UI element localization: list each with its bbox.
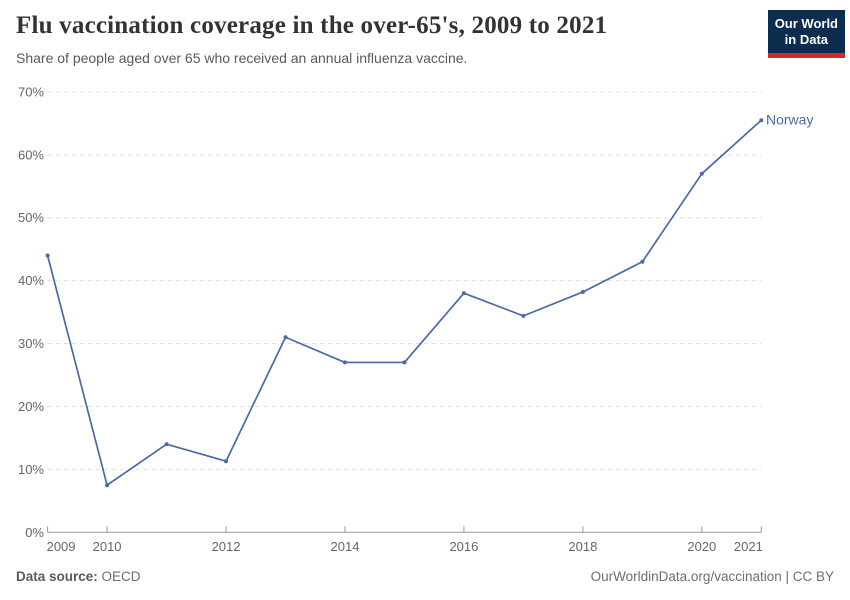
owid-logo[interactable]: Our World in Data bbox=[767, 10, 845, 58]
data-source-value: OECD bbox=[101, 569, 141, 584]
y-axis-tick-label: 40% bbox=[18, 273, 44, 288]
x-axis-tick-label: 2018 bbox=[568, 539, 597, 554]
data-point[interactable] bbox=[640, 259, 645, 264]
data-point[interactable] bbox=[402, 360, 407, 365]
x-axis-tick-label: 2014 bbox=[331, 539, 360, 554]
data-point[interactable] bbox=[164, 442, 169, 447]
data-point[interactable] bbox=[283, 335, 288, 340]
data-point[interactable] bbox=[224, 459, 229, 464]
credit-text: OurWorldinData.org/vaccination | CC BY bbox=[590, 569, 834, 584]
owid-logo-line2: in Data bbox=[784, 32, 829, 47]
x-axis-tick-label: 2009 bbox=[47, 539, 76, 554]
y-axis-tick-label: 10% bbox=[18, 462, 44, 477]
x-axis-tick-label: 2010 bbox=[93, 539, 122, 554]
entity-label: Norway bbox=[766, 112, 813, 128]
data-point[interactable] bbox=[521, 313, 526, 318]
page-title: Flu vaccination coverage in the over-65'… bbox=[16, 12, 608, 39]
data-point[interactable] bbox=[342, 360, 347, 365]
y-axis-tick-label: 50% bbox=[18, 210, 44, 225]
y-axis-tick-label: 0% bbox=[25, 525, 44, 540]
chart-subtitle: Share of people aged over 65 who receive… bbox=[16, 50, 468, 66]
data-source: Data source: OECD bbox=[16, 569, 141, 584]
y-axis-tick-label: 70% bbox=[18, 84, 44, 99]
y-axis-tick-label: 60% bbox=[18, 147, 44, 162]
data-point[interactable] bbox=[105, 483, 110, 488]
data-point[interactable] bbox=[580, 289, 585, 294]
data-point[interactable] bbox=[45, 253, 50, 258]
data-point[interactable] bbox=[759, 118, 764, 123]
x-axis-tick-label: 2012 bbox=[212, 539, 241, 554]
data-point[interactable] bbox=[699, 171, 704, 176]
x-axis-tick-label: 2020 bbox=[687, 539, 716, 554]
x-axis-tick-label: 2016 bbox=[449, 539, 478, 554]
chart-footer: Data source: OECD OurWorldinData.org/vac… bbox=[16, 569, 834, 584]
norway-line-series[interactable] bbox=[46, 119, 762, 486]
y-axis-tick-label: 20% bbox=[18, 399, 44, 414]
data-source-label: Data source: bbox=[16, 569, 98, 584]
y-axis-tick-label: 30% bbox=[18, 336, 44, 351]
x-axis-tick-label: 2021 bbox=[734, 539, 763, 554]
owid-logo-line1: Our World bbox=[774, 16, 838, 31]
data-point[interactable] bbox=[461, 291, 466, 296]
